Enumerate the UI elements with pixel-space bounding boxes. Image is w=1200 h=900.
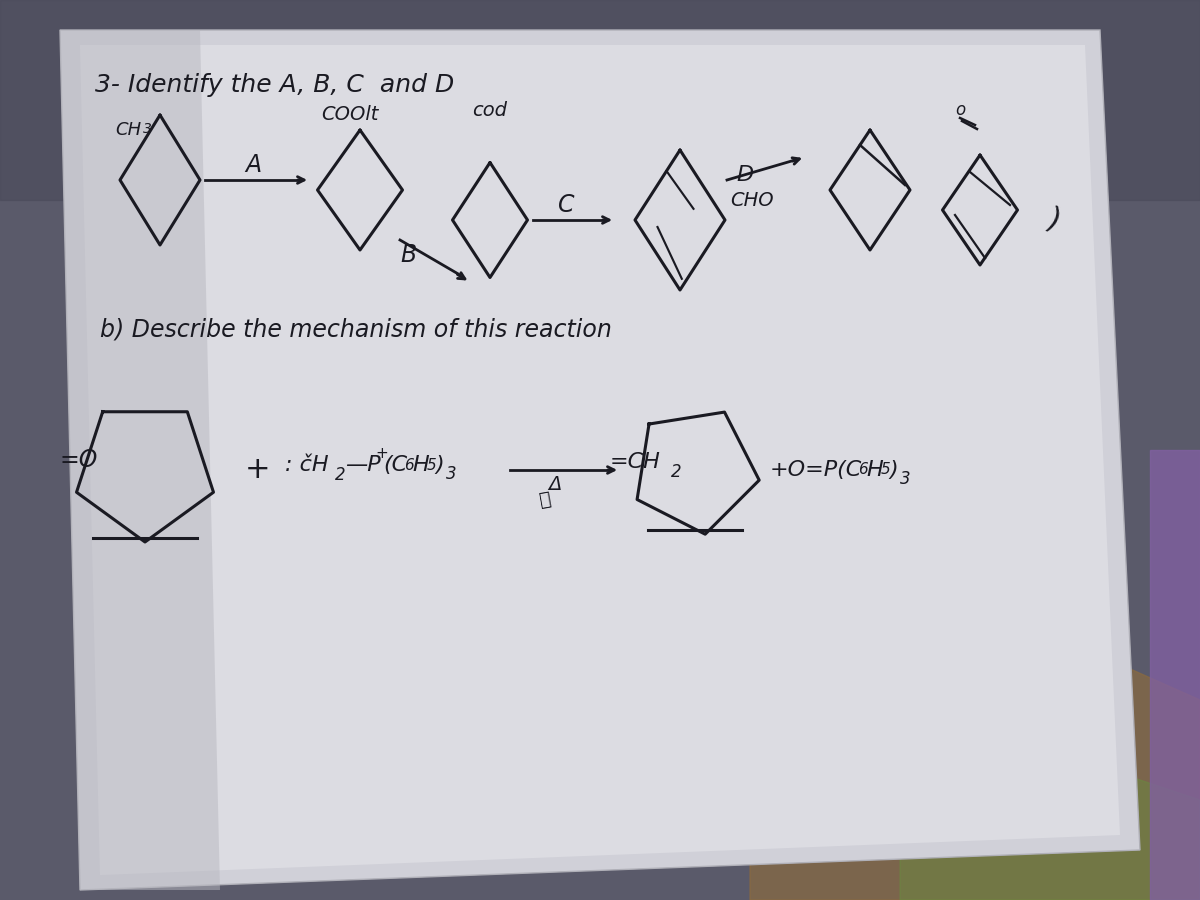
Text: : čH: : čH	[286, 455, 329, 475]
Text: o: o	[955, 101, 965, 119]
Text: =CH: =CH	[610, 452, 661, 472]
Text: D: D	[737, 165, 754, 185]
Text: ): )	[1046, 204, 1063, 235]
Text: 3: 3	[900, 470, 911, 488]
Polygon shape	[900, 700, 1200, 900]
Text: ⤵: ⤵	[538, 490, 552, 510]
Text: C: C	[558, 193, 575, 217]
Text: 3: 3	[143, 122, 152, 136]
Polygon shape	[80, 45, 1120, 875]
Text: 6: 6	[858, 463, 868, 478]
Polygon shape	[60, 30, 1140, 890]
Text: 3- Identify the A, B, C  and D: 3- Identify the A, B, C and D	[95, 73, 455, 97]
Text: H: H	[412, 455, 428, 475]
Polygon shape	[1150, 450, 1200, 900]
Text: +O=P(C: +O=P(C	[770, 460, 863, 480]
Text: 6: 6	[404, 457, 414, 472]
Text: cod: cod	[473, 101, 508, 120]
Text: COOlt: COOlt	[322, 105, 379, 124]
Text: 5: 5	[427, 457, 437, 472]
Text: +: +	[374, 446, 388, 461]
Text: =O: =O	[60, 448, 98, 472]
Text: —P: —P	[346, 455, 380, 475]
Text: 5: 5	[881, 463, 890, 478]
Polygon shape	[60, 30, 220, 890]
Text: 2: 2	[671, 463, 682, 481]
Text: 3: 3	[446, 465, 457, 483]
Text: Δ: Δ	[548, 475, 562, 494]
Text: (C: (C	[383, 455, 407, 475]
Text: +: +	[245, 455, 271, 484]
Text: H: H	[866, 460, 883, 480]
Text: ): )	[889, 460, 898, 480]
Text: b) Describe the mechanism of this reaction: b) Describe the mechanism of this reacti…	[100, 318, 612, 342]
Polygon shape	[750, 500, 1200, 900]
Text: A: A	[245, 153, 262, 177]
Text: CHO: CHO	[730, 191, 774, 210]
Text: CH: CH	[115, 121, 142, 139]
Text: 2: 2	[335, 466, 346, 484]
Text: B: B	[400, 243, 416, 267]
Text: ): )	[436, 455, 444, 475]
